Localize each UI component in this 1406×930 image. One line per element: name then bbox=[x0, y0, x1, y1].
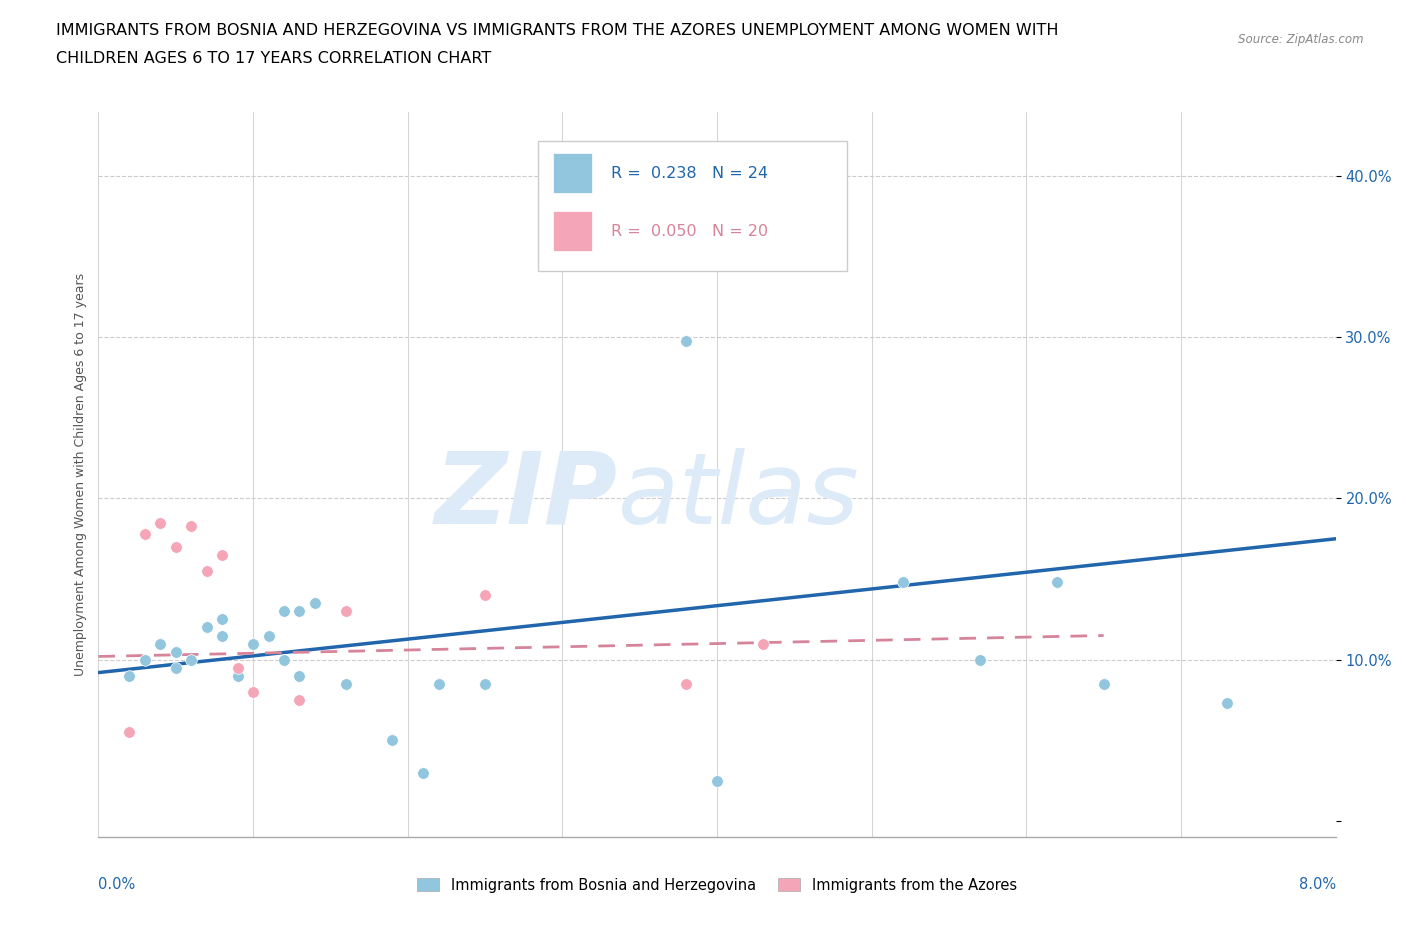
Point bbox=[304, 596, 326, 611]
Point bbox=[242, 636, 264, 651]
Point bbox=[165, 644, 187, 659]
Point bbox=[273, 604, 295, 618]
FancyBboxPatch shape bbox=[537, 140, 846, 272]
Point bbox=[752, 636, 775, 651]
Point bbox=[118, 724, 141, 739]
Text: 8.0%: 8.0% bbox=[1299, 877, 1336, 892]
Point bbox=[381, 733, 404, 748]
Point bbox=[1216, 696, 1239, 711]
Point bbox=[118, 669, 141, 684]
Point bbox=[134, 652, 156, 667]
Point bbox=[226, 660, 249, 675]
Point bbox=[195, 620, 218, 635]
Point bbox=[195, 564, 218, 578]
Point bbox=[211, 612, 233, 627]
Point bbox=[165, 660, 187, 675]
Text: atlas: atlas bbox=[619, 447, 859, 545]
Text: 0.0%: 0.0% bbox=[98, 877, 135, 892]
Point bbox=[288, 669, 311, 684]
Point bbox=[891, 575, 914, 590]
Legend: Immigrants from Bosnia and Herzegovina, Immigrants from the Azores: Immigrants from Bosnia and Herzegovina, … bbox=[412, 872, 1022, 898]
Point bbox=[165, 539, 187, 554]
Point bbox=[180, 518, 202, 533]
Text: R =  0.050   N = 20: R = 0.050 N = 20 bbox=[610, 224, 768, 239]
Point bbox=[288, 604, 311, 618]
Point bbox=[257, 628, 280, 643]
Point bbox=[706, 773, 728, 788]
Point bbox=[242, 684, 264, 699]
Point bbox=[226, 669, 249, 684]
Bar bbox=[553, 153, 592, 193]
Point bbox=[180, 652, 202, 667]
Point bbox=[675, 333, 697, 348]
Point bbox=[969, 652, 991, 667]
Point bbox=[273, 652, 295, 667]
Point bbox=[211, 628, 233, 643]
Y-axis label: Unemployment Among Women with Children Ages 6 to 17 years: Unemployment Among Women with Children A… bbox=[75, 272, 87, 676]
Point bbox=[335, 604, 357, 618]
Text: ZIP: ZIP bbox=[434, 447, 619, 545]
Point bbox=[675, 676, 697, 691]
Text: R =  0.238   N = 24: R = 0.238 N = 24 bbox=[610, 166, 768, 180]
Point bbox=[1046, 575, 1069, 590]
Text: Source: ZipAtlas.com: Source: ZipAtlas.com bbox=[1239, 33, 1364, 46]
Text: CHILDREN AGES 6 TO 17 YEARS CORRELATION CHART: CHILDREN AGES 6 TO 17 YEARS CORRELATION … bbox=[56, 51, 492, 66]
Point bbox=[149, 636, 172, 651]
Point bbox=[427, 676, 450, 691]
Point bbox=[211, 548, 233, 563]
Point bbox=[1092, 676, 1115, 691]
Point bbox=[412, 765, 434, 780]
Point bbox=[288, 693, 311, 708]
Point bbox=[134, 526, 156, 541]
Text: IMMIGRANTS FROM BOSNIA AND HERZEGOVINA VS IMMIGRANTS FROM THE AZORES UNEMPLOYMEN: IMMIGRANTS FROM BOSNIA AND HERZEGOVINA V… bbox=[56, 23, 1059, 38]
Point bbox=[474, 588, 496, 603]
Point bbox=[335, 676, 357, 691]
Point bbox=[474, 676, 496, 691]
Point bbox=[149, 515, 172, 530]
Bar bbox=[553, 211, 592, 251]
